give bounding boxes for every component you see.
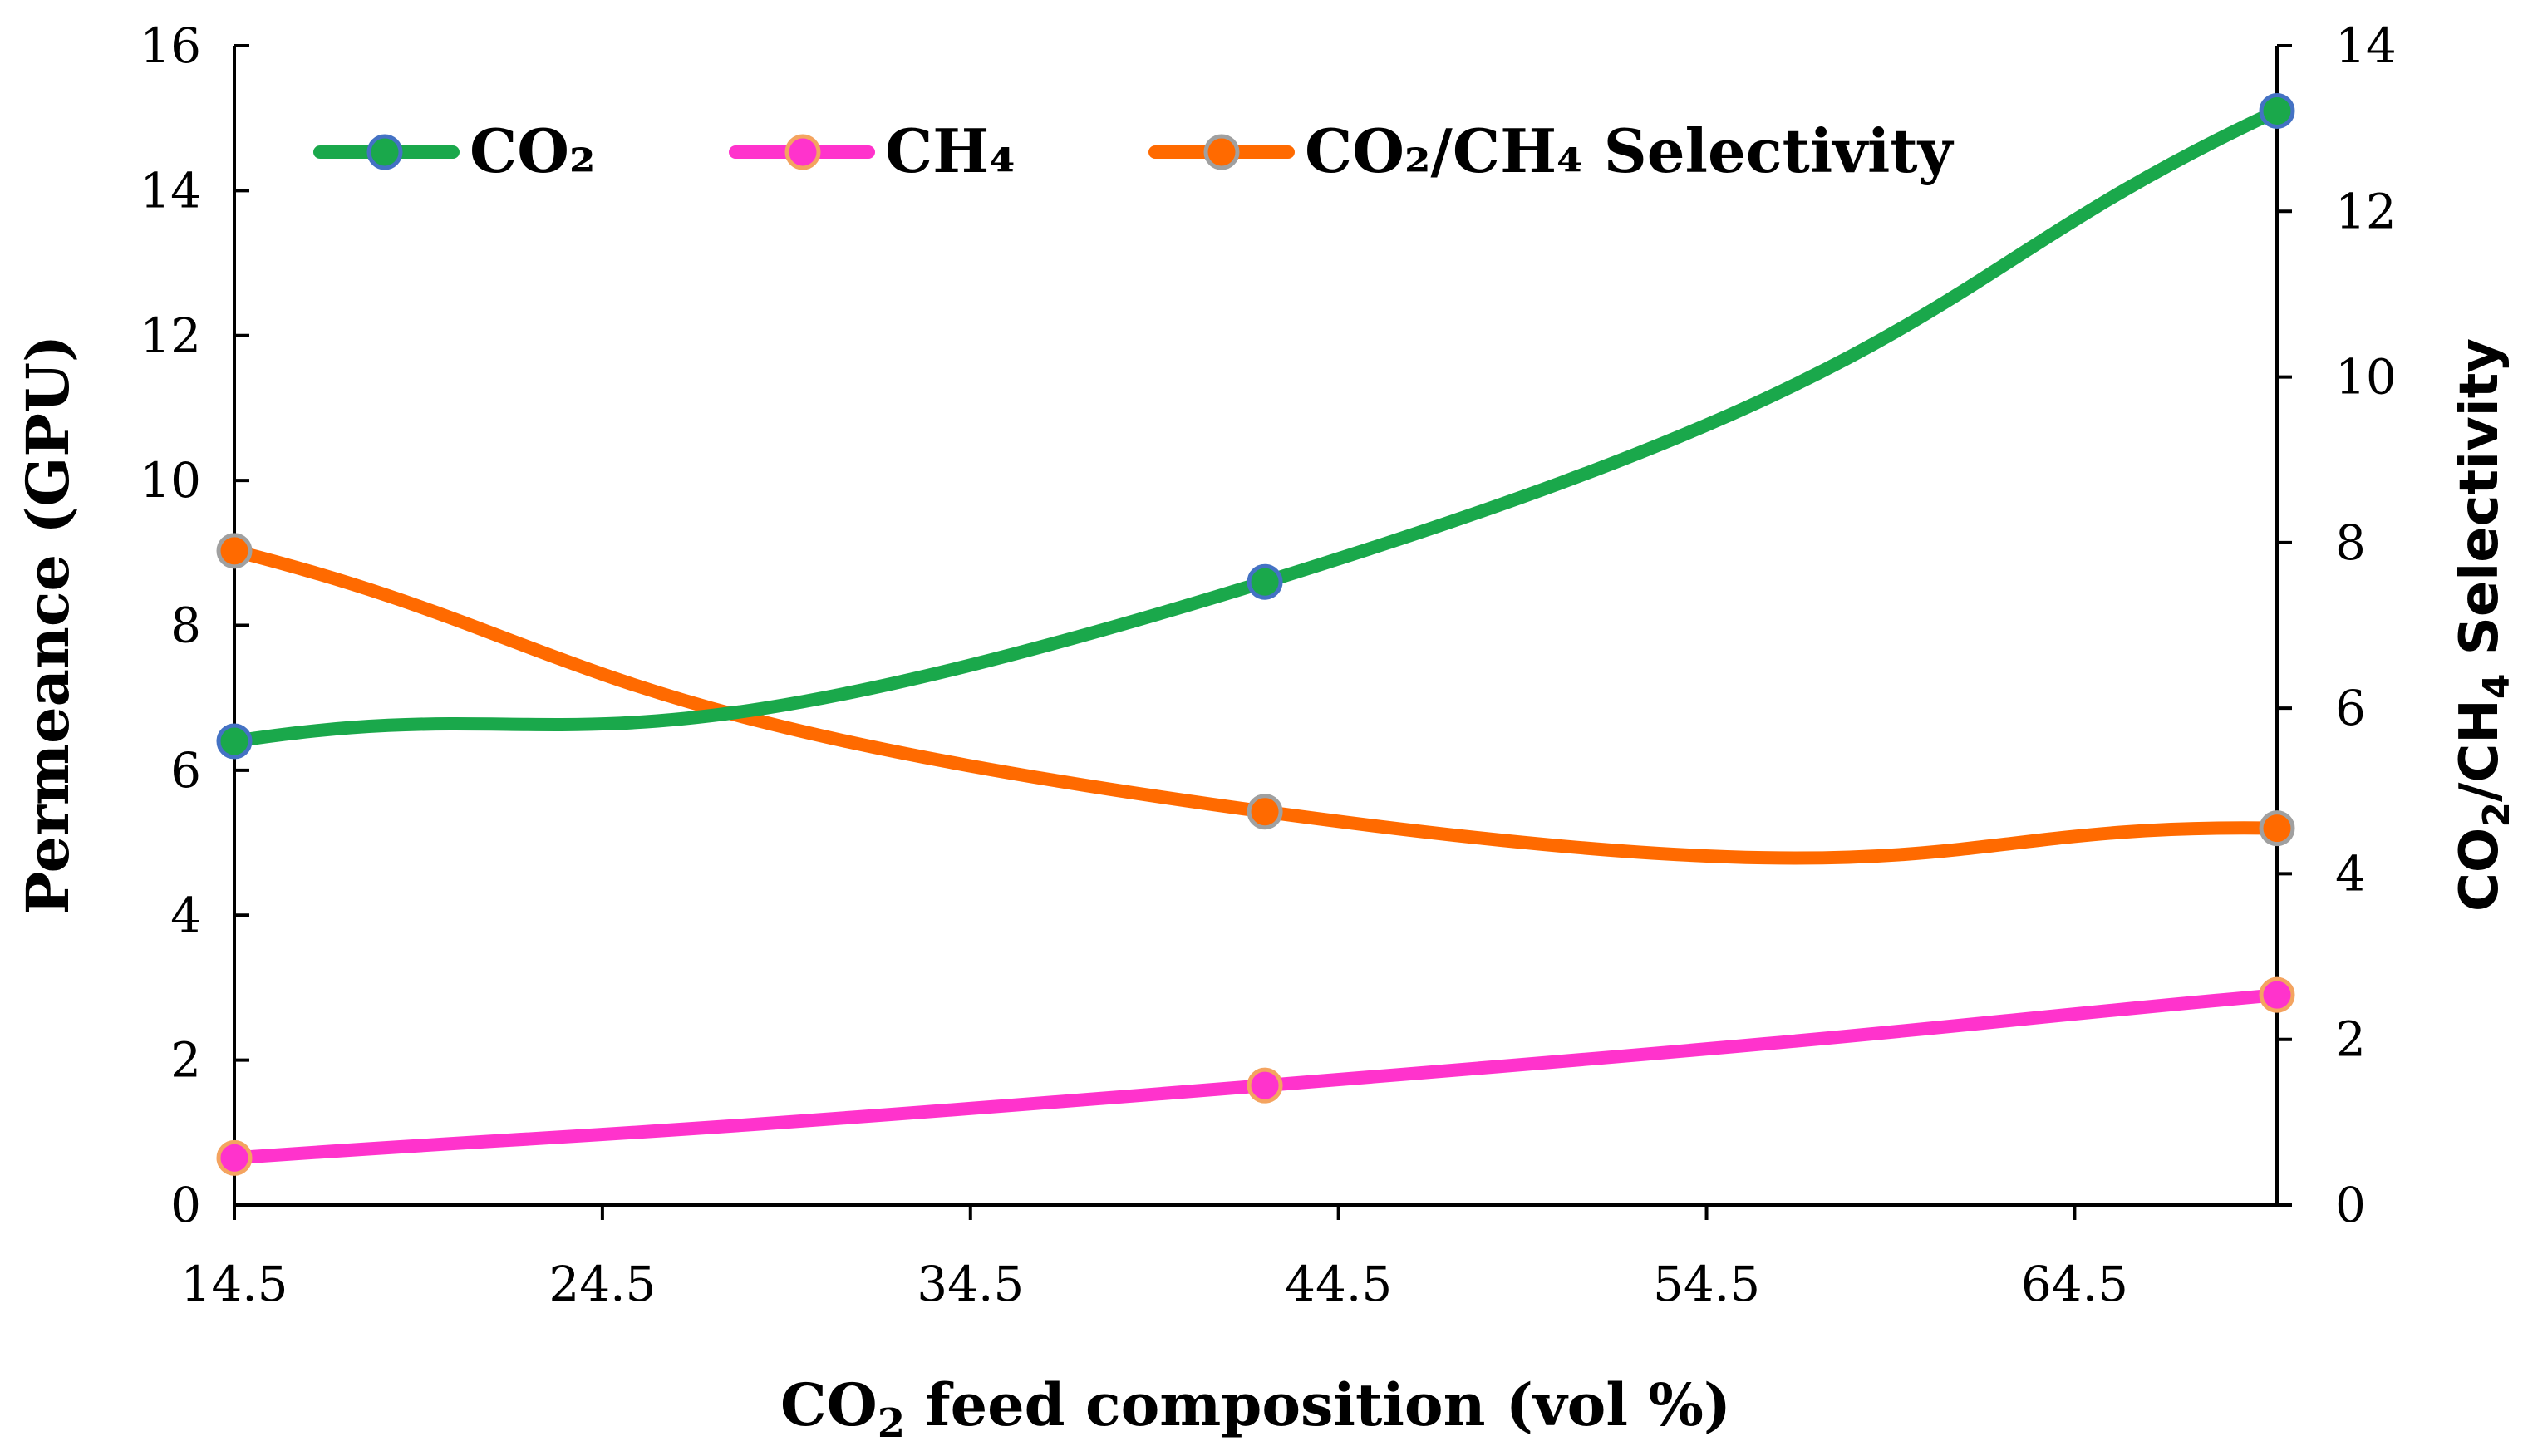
x-axis-title-sub: 2 (878, 1400, 905, 1447)
y-right-tick-label-7: 14 (2335, 17, 2397, 74)
y-left-tick-label-3: 6 (170, 742, 201, 799)
y-right-tick-label-4: 8 (2335, 514, 2366, 571)
marker-co2-2 (2259, 92, 2295, 129)
legend-marker-co2 (366, 134, 403, 170)
y-left-tick-label-1: 2 (170, 1032, 201, 1089)
marker-ch4-0 (216, 1139, 253, 1176)
x-tick-label-5: 64.5 (2021, 1256, 2128, 1312)
marker-co2-1 (1247, 563, 1283, 600)
right-axis-ticks: 0 2 4 6 8 10 12 14 (2277, 17, 2397, 1233)
y-axis-left-title: Permeance (GPU) (13, 335, 82, 915)
x-axis-ticks: 14.5 24.5 34.5 44.5 54.5 64.5 (180, 1205, 2128, 1312)
marker-sel-0 (216, 533, 253, 569)
marker-ch4-2 (2259, 976, 2295, 1013)
legend-label-ch4: CH₄ (885, 116, 1016, 186)
y-left-tick-label-0: 0 (170, 1177, 201, 1233)
x-axis-title: CO2 feed composition (vol %) (780, 1370, 1731, 1447)
y-right-title-a: CO (2449, 828, 2511, 912)
y-left-tick-label-7: 14 (140, 162, 201, 219)
y-left-tick-label-4: 8 (170, 598, 201, 654)
legend-label-selectivity: CO₂/CH₄ Selectivity (1305, 116, 1955, 186)
x-tick-label-4: 54.5 (1653, 1256, 1760, 1312)
x-tick-label-3: 44.5 (1285, 1256, 1392, 1312)
y-right-title-b-sub: 4 (2476, 674, 2518, 700)
legend: CO₂ CH₄ CO₂/CH₄ Selectivity (313, 116, 1955, 186)
legend-marker-ch4 (784, 134, 821, 170)
x-axis-title-co: CO (780, 1370, 878, 1439)
x-tick-label-0: 14.5 (180, 1256, 288, 1312)
y-right-tick-label-1: 2 (2335, 1011, 2366, 1068)
x-axis-title-rest: feed composition (vol %) (905, 1370, 1731, 1439)
axes (233, 46, 2279, 1207)
x-tick-label-2: 34.5 (917, 1256, 1024, 1312)
y-left-tick-label-6: 12 (140, 307, 201, 364)
y-right-title-a-sub: 2 (2476, 802, 2518, 828)
marker-sel-2 (2259, 810, 2295, 847)
y-right-tick-label-5: 10 (2335, 349, 2397, 406)
y-left-tick-label-8: 16 (140, 17, 201, 74)
left-axis-ticks: 0 2 4 6 8 10 12 14 16 (140, 17, 249, 1233)
marker-sel-1 (1247, 794, 1283, 830)
y-left-tick-label-2: 4 (170, 887, 201, 943)
legend-label-co2: CO₂ (470, 116, 596, 186)
legend-marker-selectivity (1203, 134, 1240, 170)
x-tick-label-1: 24.5 (548, 1256, 656, 1312)
y-right-tick-label-6: 12 (2335, 183, 2397, 239)
y-right-tick-label-0: 0 (2335, 1177, 2366, 1233)
series-markers (216, 92, 2295, 1176)
marker-co2-0 (216, 723, 253, 760)
y-right-title-b: /CH (2449, 699, 2511, 802)
y-axis-right-title: CO2/CH4 Selectivity (2449, 338, 2518, 912)
y-left-tick-label-5: 10 (140, 452, 201, 509)
y-right-title-c: Selectivity (2449, 338, 2511, 674)
y-right-tick-label-2: 4 (2335, 845, 2366, 902)
y-right-tick-label-3: 6 (2335, 680, 2366, 736)
marker-ch4-1 (1247, 1067, 1283, 1104)
